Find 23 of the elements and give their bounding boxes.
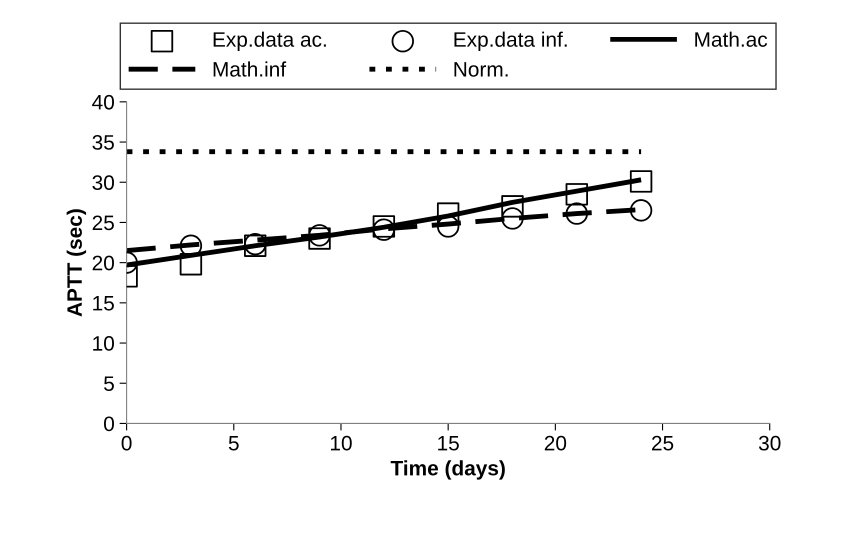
legend-label: Math.inf	[214, 61, 286, 77]
x-tick-label: 15	[438, 436, 459, 451]
y-tick-label: 30	[92, 175, 114, 190]
y-tick-label: 20	[92, 256, 114, 270]
x-tick-label: 10	[330, 436, 352, 451]
legend-label: Exp.data ac.	[214, 32, 326, 51]
x-tick-label: 25	[652, 436, 674, 451]
y-tick-label: 0	[104, 416, 114, 432]
y-tick-label: 15	[93, 296, 114, 311]
x-tick-label: 20	[544, 436, 566, 451]
x-tick-label: 30	[758, 436, 780, 451]
legend-label: Norm.	[454, 62, 508, 77]
x-tick-label: 5	[228, 436, 239, 451]
y-tick-label: 35	[92, 135, 114, 150]
y-tick-label: 25	[92, 215, 114, 230]
x-axis-title: Time (days)	[390, 460, 505, 480]
legend-label: Exp.data inf.	[454, 32, 567, 51]
legend-label: Math.ac	[695, 32, 768, 47]
y-tick-label: 5	[104, 376, 114, 391]
y-axis-title: APTT (sec)	[66, 209, 86, 317]
x-tick-label: 0	[122, 436, 132, 451]
y-tick-label: 10	[93, 336, 114, 351]
y-tick-label: 40	[92, 94, 114, 110]
